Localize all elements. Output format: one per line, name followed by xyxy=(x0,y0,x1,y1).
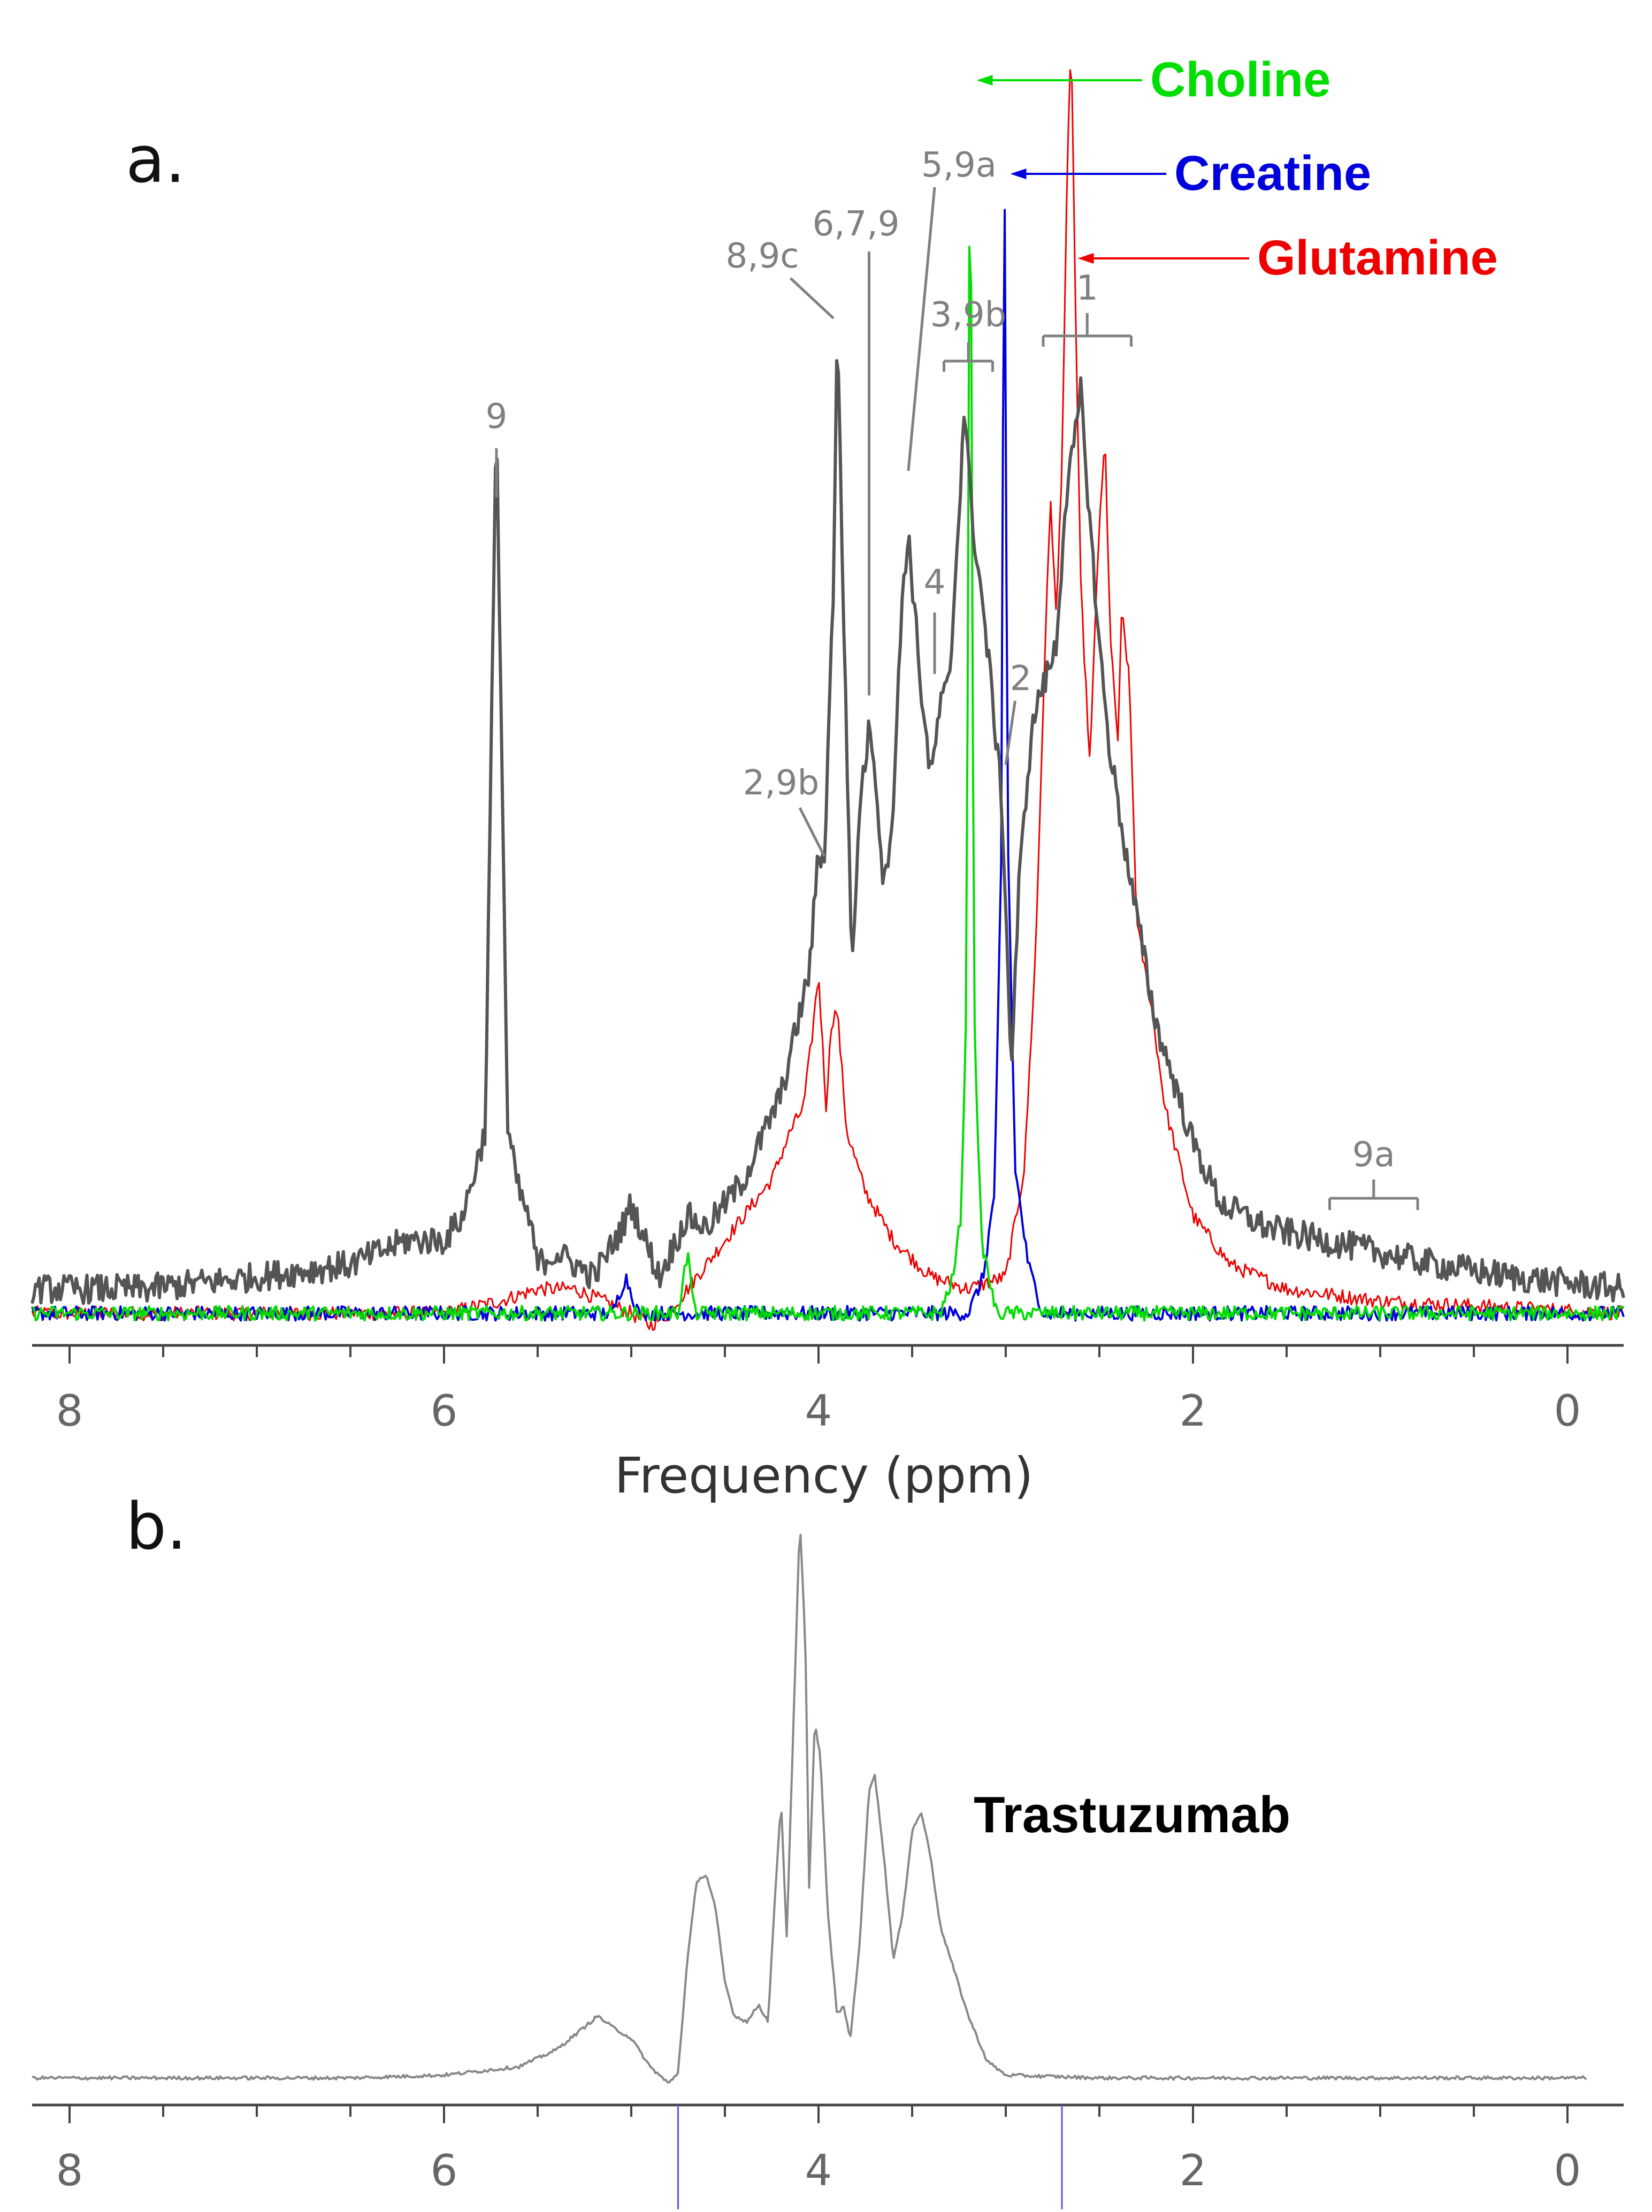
panel-a-tick-label: 6 xyxy=(431,1386,458,1436)
panel-a-tick-label: 8 xyxy=(56,1386,83,1436)
annotation-9a: 9a xyxy=(1352,1135,1395,1175)
annotation-5-9a-line xyxy=(907,187,936,471)
panel-b-tick-label: 6 xyxy=(431,2146,458,2195)
panel-a-metabolite-labels: Choline Creatine Glutamine xyxy=(976,52,1498,285)
annotation-2: 2 xyxy=(1010,659,1032,699)
panel-b-series-group xyxy=(32,1534,1587,2084)
panel-b-tick-label: 4 xyxy=(805,2146,832,2195)
trastuzumab-trace xyxy=(32,1534,1587,2084)
panel-b-tick-label: 8 xyxy=(56,2146,83,2195)
annotation-4: 4 xyxy=(924,563,946,602)
creatine-arrowhead xyxy=(1010,169,1027,179)
panel-b-trastuzumab-label: Trastuzumab xyxy=(974,1786,1290,1843)
annotation-2-9b: 2,9b xyxy=(743,763,819,803)
panel-a-tick-label: 4 xyxy=(805,1386,832,1436)
sample-trace xyxy=(30,359,1625,1305)
annotation-8-9c-line xyxy=(789,277,835,319)
panel-a-x-axis: 8 6 4 2 0 xyxy=(32,1344,1624,1436)
panel-b-tick-label: 0 xyxy=(1554,2146,1581,2195)
annotation-3-9b: 3,9b xyxy=(930,295,1006,335)
creatine-label: Creatine xyxy=(1174,146,1371,201)
panel-b-spectrum: b. Trastuzumab 8 6 4 2 0 xyxy=(32,1490,1624,2209)
annotation-2-line xyxy=(1004,700,1016,766)
panel-a-series-group xyxy=(30,69,1625,1331)
annotation-2-9b-line xyxy=(798,807,825,857)
panel-a-spectrum: a. 9 8,9c 6,7,9 5,9a 3,9b 1 4 2 2,9b 9a Choline Cr… xyxy=(30,52,1625,1504)
annotation-9: 9 xyxy=(486,397,508,437)
choline-label: Choline xyxy=(1150,52,1330,107)
choline-trace xyxy=(32,246,1624,1322)
panel-a-tick-label: 0 xyxy=(1554,1386,1581,1436)
glutamine-arrowhead xyxy=(1077,253,1094,264)
panel-b-label: b. xyxy=(126,1490,187,1564)
panel-b-x-axis: 8 6 4 2 0 xyxy=(32,2103,1624,2209)
annotation-1: 1 xyxy=(1076,269,1098,308)
panel-b-tick-label: 2 xyxy=(1180,2146,1207,2195)
glutamine-label: Glutamine xyxy=(1257,231,1498,285)
annotation-8-9c: 8,9c xyxy=(726,236,799,276)
panel-a-tick-label: 2 xyxy=(1180,1386,1207,1436)
annotation-5-9a: 5,9a xyxy=(921,146,997,185)
panel-a-annotations: 9 8,9c 6,7,9 5,9a 3,9b 1 4 2 2,9b 9a xyxy=(486,146,1419,1210)
panel-a-x-axis-label: Frequency (ppm) xyxy=(615,1447,1034,1504)
annotation-6-7-9: 6,7,9 xyxy=(813,204,900,244)
glutamine-trace xyxy=(31,69,1625,1331)
panel-a-label: a. xyxy=(126,123,186,197)
choline-arrowhead xyxy=(976,75,993,86)
